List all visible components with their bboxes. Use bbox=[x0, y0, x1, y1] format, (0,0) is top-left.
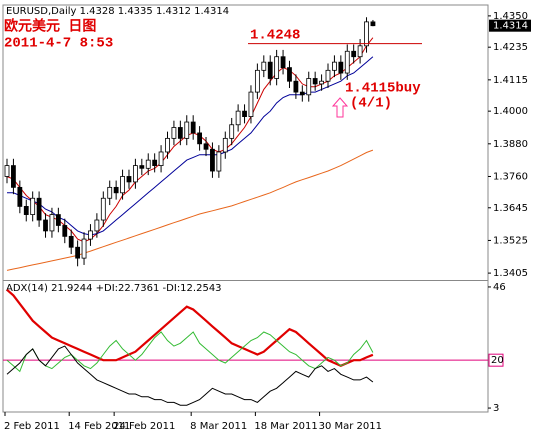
candle-body bbox=[139, 165, 145, 169]
moving-average bbox=[6, 37, 374, 243]
y-tick-label: 1.3645 bbox=[493, 203, 528, 214]
candle-body bbox=[190, 121, 196, 134]
indicator-line bbox=[6, 331, 374, 373]
candle-body bbox=[312, 78, 318, 85]
candle-body bbox=[332, 61, 337, 71]
x-tick-label: 24 Feb 2011 bbox=[113, 421, 175, 432]
buy-arrow bbox=[331, 97, 349, 118]
candle-body bbox=[81, 238, 87, 259]
candle-body bbox=[107, 186, 113, 199]
candle-body bbox=[364, 21, 369, 47]
y-tick-label: 46 bbox=[493, 282, 506, 293]
candle-body bbox=[299, 91, 305, 96]
frame bbox=[2, 4, 489, 413]
y-tick-label: 1.4115 bbox=[493, 75, 528, 86]
indicator-header: ADX(14) 21.9244 +DI:22.7361 -DI:12.2543 bbox=[6, 283, 222, 294]
current-price-label: 1.4314 bbox=[493, 21, 528, 32]
candle-body bbox=[229, 124, 235, 139]
candle-body bbox=[36, 197, 42, 221]
candle-body bbox=[55, 214, 61, 226]
candle-body bbox=[216, 151, 222, 172]
candle-body bbox=[43, 219, 48, 232]
annotation-title: 欧元美元 日图 bbox=[4, 18, 96, 36]
candle-body bbox=[158, 151, 164, 166]
y-tick-label: 1.4000 bbox=[493, 106, 528, 117]
candle-body bbox=[30, 197, 36, 215]
candle-body bbox=[242, 110, 247, 117]
candle-body bbox=[4, 165, 10, 177]
candle-body bbox=[11, 165, 16, 188]
x-tick-label: 14 Feb 2011 bbox=[68, 421, 130, 432]
candle-body bbox=[222, 137, 228, 153]
candle-body bbox=[319, 80, 324, 85]
moving-average bbox=[7, 56, 374, 236]
y-tick-label: 3 bbox=[493, 403, 499, 414]
y-tick-label: 1.3880 bbox=[493, 139, 528, 150]
candle-body bbox=[351, 50, 357, 58]
candle-body bbox=[68, 235, 74, 248]
candle-body bbox=[49, 214, 55, 232]
current-price-box bbox=[489, 19, 531, 32]
indicator-line bbox=[6, 345, 374, 406]
x-tick-label: 8 Mar 2011 bbox=[190, 421, 247, 432]
annotation-time: 2011-4-7 8:53 bbox=[4, 36, 113, 52]
candle-body bbox=[171, 127, 177, 139]
candle-body bbox=[325, 69, 331, 82]
y-tick-label: 1.3525 bbox=[493, 235, 528, 246]
candle-body bbox=[235, 110, 241, 126]
candle-body bbox=[120, 176, 125, 194]
y-tick-label: 1.4235 bbox=[493, 42, 528, 53]
candle-body bbox=[261, 61, 267, 71]
moving-average bbox=[6, 149, 374, 271]
candle-body bbox=[267, 61, 273, 79]
candle-body bbox=[280, 56, 286, 69]
level-label: 20 bbox=[491, 355, 504, 366]
symbol-header: EURUSD,Daily 1.4328 1.4335 1.4312 1.4314 bbox=[6, 6, 229, 17]
candle-body bbox=[306, 78, 312, 96]
candle-body bbox=[184, 121, 190, 139]
candle-body bbox=[248, 91, 254, 117]
candle-body bbox=[23, 206, 29, 215]
y-tick-label: 1.3760 bbox=[493, 171, 528, 182]
candle-body bbox=[75, 246, 81, 259]
candle-body bbox=[197, 132, 203, 145]
level-box bbox=[488, 353, 504, 367]
candle-body bbox=[274, 56, 280, 79]
candle-body bbox=[17, 186, 23, 207]
candle-body bbox=[132, 165, 138, 183]
candle-body bbox=[370, 21, 376, 27]
candle-body bbox=[113, 186, 119, 194]
resistance-label: 1.4248 bbox=[250, 27, 300, 43]
buy-label: 1.4115buy bbox=[345, 81, 421, 97]
candle-body bbox=[210, 148, 215, 172]
candle-body bbox=[100, 197, 106, 221]
x-tick-label: 2 Feb 2011 bbox=[4, 421, 60, 432]
candle-body bbox=[344, 50, 350, 74]
x-tick-label: 18 Mar 2011 bbox=[254, 421, 317, 432]
buy-date: (4/1) bbox=[350, 96, 392, 112]
candle-body bbox=[165, 137, 170, 153]
candle-body bbox=[287, 67, 292, 82]
candle-body bbox=[126, 176, 132, 183]
y-tick-label: 1.3405 bbox=[493, 268, 528, 279]
candle-body bbox=[357, 45, 363, 58]
y-tick-label: 1.4350 bbox=[493, 11, 528, 22]
candle-body bbox=[145, 159, 151, 169]
candle-body bbox=[338, 61, 344, 74]
candle-body bbox=[88, 230, 93, 240]
indicator-line bbox=[6, 288, 374, 367]
candle-body bbox=[177, 127, 183, 139]
candle-body bbox=[203, 143, 209, 150]
candle-body bbox=[152, 159, 158, 166]
candle-body bbox=[94, 219, 100, 232]
x-tick-label: 30 Mar 2011 bbox=[319, 421, 382, 432]
candle-body bbox=[293, 80, 299, 93]
candle-body bbox=[254, 69, 260, 93]
candle-body bbox=[62, 225, 68, 237]
